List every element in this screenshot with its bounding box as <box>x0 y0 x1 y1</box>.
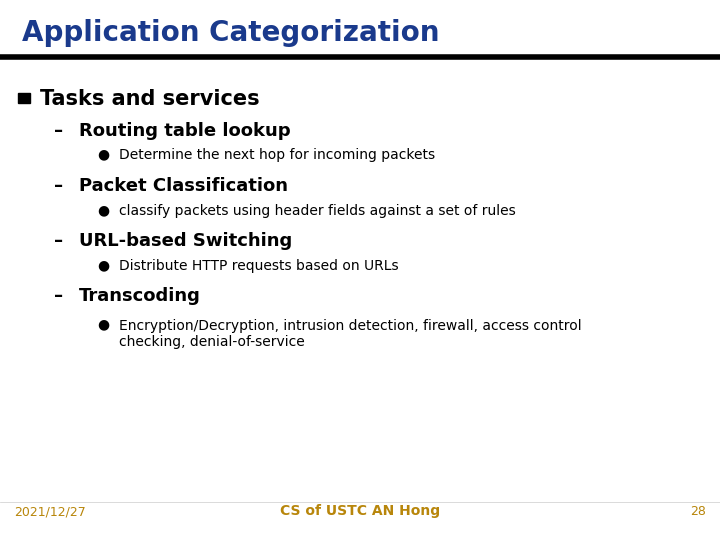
Text: Tasks and services: Tasks and services <box>40 89 259 109</box>
Text: Application Categorization: Application Categorization <box>22 19 439 47</box>
Text: Encryption/Decryption, intrusion detection, firewall, access control
checking, d: Encryption/Decryption, intrusion detecti… <box>119 319 582 349</box>
Text: ●: ● <box>97 147 109 161</box>
Text: –: – <box>54 122 63 139</box>
Text: 2021/12/27: 2021/12/27 <box>14 505 86 518</box>
Text: ●: ● <box>97 203 109 217</box>
Text: URL-based Switching: URL-based Switching <box>79 232 292 250</box>
Text: Distribute HTTP requests based on URLs: Distribute HTTP requests based on URLs <box>119 259 398 273</box>
Bar <box>18 93 30 104</box>
Text: ●: ● <box>97 258 109 272</box>
Text: Transcoding: Transcoding <box>79 287 201 305</box>
Text: ●: ● <box>97 318 109 332</box>
Text: –: – <box>54 287 63 305</box>
Text: classify packets using header fields against a set of rules: classify packets using header fields aga… <box>119 204 516 218</box>
Text: Determine the next hop for incoming packets: Determine the next hop for incoming pack… <box>119 148 435 163</box>
Text: CS of USTC AN Hong: CS of USTC AN Hong <box>280 504 440 518</box>
Text: –: – <box>54 177 63 195</box>
Text: –: – <box>54 232 63 250</box>
Text: Routing table lookup: Routing table lookup <box>79 122 291 139</box>
Text: Packet Classification: Packet Classification <box>79 177 288 195</box>
Text: 28: 28 <box>690 505 706 518</box>
